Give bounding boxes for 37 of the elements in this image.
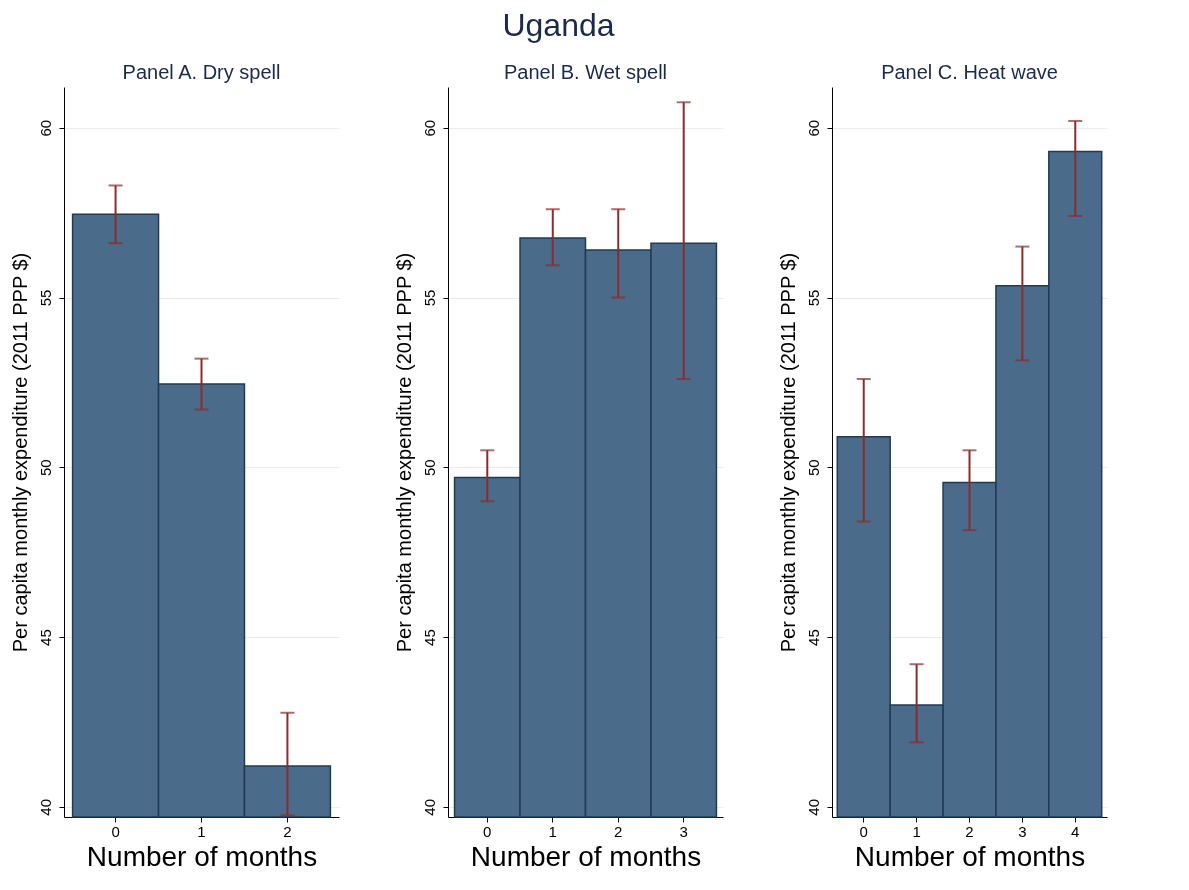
chart-title: Panel B. Wet spell	[503, 61, 668, 83]
x-tick-label: 3	[1018, 822, 1027, 840]
x-axis-title: Number of months	[854, 840, 1086, 872]
y-tick-label: 50	[36, 459, 54, 477]
y-tick-label: 45	[420, 629, 438, 646]
x-tick-label: 0	[111, 822, 120, 840]
y-tick-label: 55	[36, 289, 54, 307]
x-tick-label: 0	[859, 822, 868, 840]
y-tick-label: 45	[36, 629, 54, 646]
x-tick-label: 2	[614, 822, 623, 840]
x-axis-title: Number of months	[470, 840, 702, 872]
y-tick-label: 55	[804, 289, 822, 307]
y-tick-label: 40	[804, 798, 822, 816]
text: Uganda	[502, 7, 615, 43]
x-axis-title: Number of months	[86, 840, 318, 872]
y-tick-label: 45	[804, 629, 822, 646]
chart-title: Panel A. Dry spell	[122, 61, 281, 83]
y-tick-label: 40	[36, 798, 54, 816]
y-tick-label: 60	[804, 119, 822, 137]
x-tick-label: 2	[283, 822, 292, 840]
chart-title: Panel C. Heat wave	[881, 61, 1058, 83]
y-tick-label: 50	[804, 459, 822, 477]
x-tick-label: 4	[1071, 822, 1080, 840]
x-tick-label: 0	[483, 822, 492, 840]
y-tick-label: 55	[420, 289, 438, 307]
y-tick-label: 50	[420, 459, 438, 477]
y-axis-title: Per capita monthly expenditure (2011 PPP $)	[776, 252, 799, 653]
y-tick-label: 60	[36, 119, 54, 137]
y-axis-title: Per capita monthly expenditure (2011 PPP $)	[392, 252, 415, 653]
x-tick-label: 2	[965, 822, 974, 840]
x-tick-label: 1	[912, 822, 921, 840]
x-tick-label: 1	[548, 822, 557, 840]
y-tick-label: 40	[420, 798, 438, 816]
y-tick-label: 60	[420, 119, 438, 137]
x-tick-label: 3	[679, 822, 688, 840]
y-axis-title: Per capita monthly expenditure (2011 PPP $)	[8, 252, 31, 653]
x-tick-label: 1	[197, 822, 206, 840]
